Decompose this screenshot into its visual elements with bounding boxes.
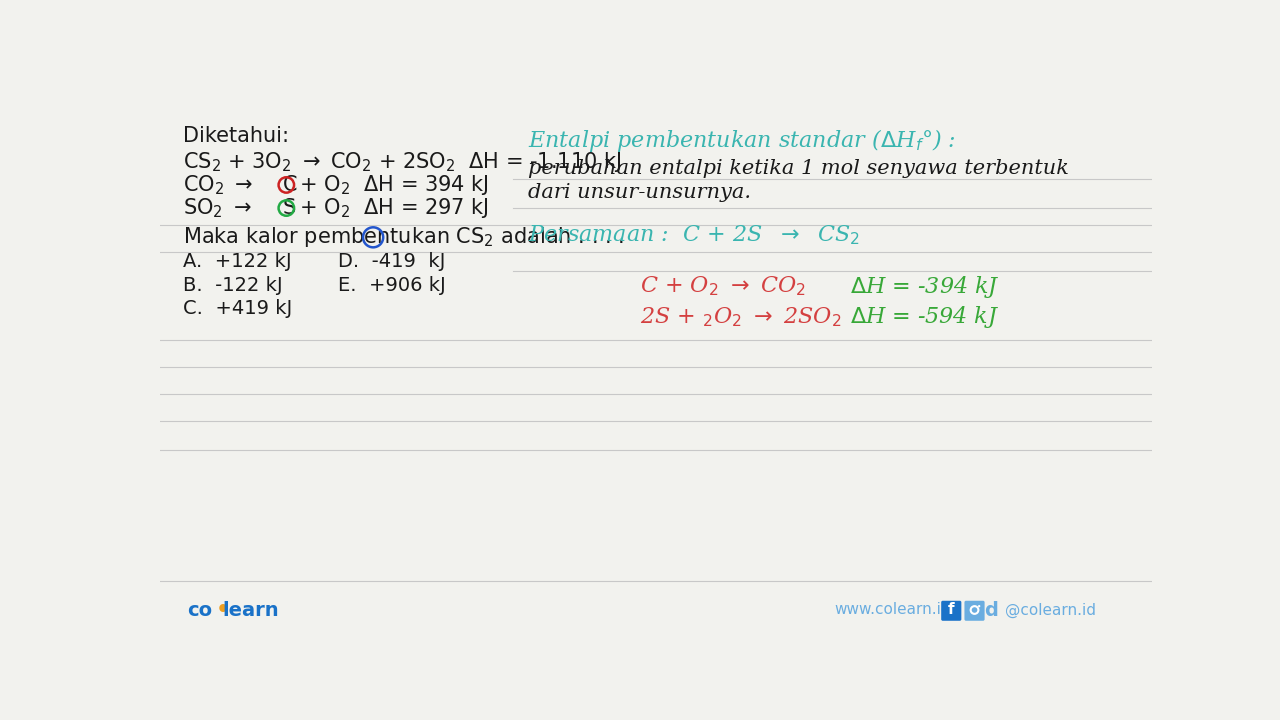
Text: S: S (283, 198, 296, 218)
Text: + O$_2$  $\Delta$H = 394 kJ: + O$_2$ $\Delta$H = 394 kJ (293, 173, 489, 197)
Text: SO$_2$ $\rightarrow$: SO$_2$ $\rightarrow$ (183, 197, 257, 220)
Text: C: C (283, 175, 298, 195)
Text: •: • (216, 600, 230, 620)
Text: Diketahui:: Diketahui: (183, 127, 289, 146)
Text: co: co (187, 600, 212, 619)
Text: $\Delta$H = -594 kJ: $\Delta$H = -594 kJ (850, 305, 998, 330)
Text: E.  +906 kJ: E. +906 kJ (338, 276, 445, 294)
Text: D.  -419  kJ: D. -419 kJ (338, 253, 445, 271)
FancyBboxPatch shape (964, 600, 984, 621)
Text: dari unsur-unsurnya.: dari unsur-unsurnya. (529, 183, 751, 202)
FancyBboxPatch shape (941, 600, 961, 621)
Text: $\Delta$H = -394 kJ: $\Delta$H = -394 kJ (850, 274, 1000, 300)
Text: Entalpi pembentukan standar ($\Delta$H$_f$°) :: Entalpi pembentukan standar ($\Delta$H$_… (529, 127, 956, 154)
Text: Maka kalor pembentukan CS$_2$ adalah . . . .: Maka kalor pembentukan CS$_2$ adalah . .… (183, 225, 625, 249)
Text: f: f (948, 603, 955, 618)
Text: CS$_2$ + 3O$_2$ $\rightarrow$ CO$_2$ + 2SO$_2$  $\Delta$H = -1.110 kJ: CS$_2$ + 3O$_2$ $\rightarrow$ CO$_2$ + 2… (183, 150, 622, 174)
Text: perubahan entalpi ketika 1 mol senyawa terbentuk: perubahan entalpi ketika 1 mol senyawa t… (529, 158, 1069, 178)
Circle shape (978, 605, 980, 607)
Text: learn: learn (223, 600, 279, 619)
Text: @colearn.id: @colearn.id (1005, 603, 1096, 618)
Text: C.  +419 kJ: C. +419 kJ (183, 299, 293, 318)
Text: 2S + $_{2}$O$_2$ $\rightarrow$ 2SO$_2$: 2S + $_{2}$O$_2$ $\rightarrow$ 2SO$_2$ (640, 305, 842, 329)
Text: Persamaan :  C + 2S  $\rightarrow$  CS$_2$: Persamaan : C + 2S $\rightarrow$ CS$_2$ (529, 223, 860, 247)
Text: CO$_2$ $\rightarrow$: CO$_2$ $\rightarrow$ (183, 173, 259, 197)
Text: B.  -122 kJ: B. -122 kJ (183, 276, 283, 294)
Text: d: d (984, 600, 997, 619)
Text: A.  +122 kJ: A. +122 kJ (183, 253, 292, 271)
Text: + O$_2$  $\Delta$H = 297 kJ: + O$_2$ $\Delta$H = 297 kJ (293, 196, 488, 220)
Text: C + O$_2$ $\rightarrow$ CO$_2$: C + O$_2$ $\rightarrow$ CO$_2$ (640, 275, 806, 298)
Text: www.colearn.id: www.colearn.id (835, 603, 951, 618)
